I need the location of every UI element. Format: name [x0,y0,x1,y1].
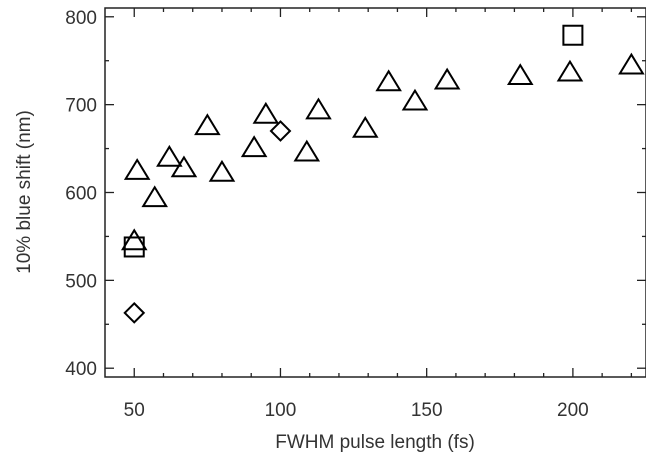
triangle-marker [506,63,534,86]
triangle-marker [208,159,236,182]
triangle-marker [401,88,429,111]
triangle-marker [141,185,168,208]
x-tick-label: 200 [557,400,589,421]
triangle-marker [240,135,268,158]
x-tick-label: 150 [411,400,443,421]
tick-labels: 50 100 150 200 400 500 600 700 800 [65,8,588,421]
x-axis-label: FWHM pulse length (fs) [275,432,475,453]
y-axis-label: 10% blue shift (nm) [14,110,35,274]
y-tick-label: 700 [65,96,97,117]
triangle-marker [170,155,198,178]
axis-ticks [105,8,646,377]
triangle-marker [120,228,148,251]
diamond-marker [123,301,146,324]
y-tick-label: 800 [65,8,97,29]
triangle-marker [375,69,402,92]
triangle-marker [305,97,332,120]
triangle-marker [123,158,151,180]
triangle-marker [293,139,321,162]
triangle-marker [194,113,221,136]
triangle-marker [556,59,584,82]
square-marker [562,24,584,46]
triangle-marker [433,67,461,90]
diamond-marker [269,120,292,142]
triangle-marker [252,101,280,124]
triangle-marker [618,52,645,75]
x-tick-label: 50 [124,400,145,421]
y-tick-label: 400 [65,359,97,380]
triangle-marker [156,144,183,167]
data-markers [120,24,645,324]
x-tick-label: 100 [265,400,297,421]
plot-frame [104,7,646,378]
y-tick-label: 500 [65,271,97,292]
square-marker [123,236,145,258]
y-tick-label: 600 [65,184,97,205]
triangle-marker [351,115,379,138]
